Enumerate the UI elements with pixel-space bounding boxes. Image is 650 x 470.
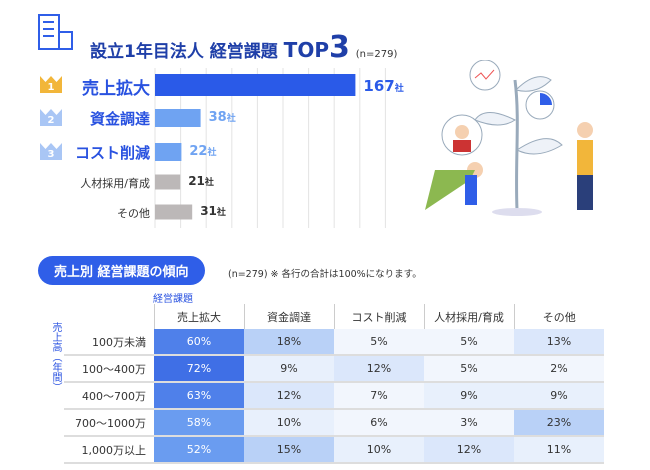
column-header: 売上拡大 [153, 304, 244, 329]
bar-label: その他 [117, 206, 150, 220]
heat-cell: 9% [424, 382, 514, 410]
table-row: 100万未満 60% 18% 5% 5% 13% [64, 329, 604, 356]
bar-value: 38社 [208, 110, 236, 125]
heat-cell: 63% [154, 382, 244, 410]
heat-cell: 5% [334, 329, 424, 356]
row-header: 400〜700万 [64, 382, 154, 410]
heat-cell: 5% [424, 329, 514, 356]
row-header: 100万未満 [64, 329, 154, 356]
note: (n=279) ※ 各行の合計は100%になります。 [228, 269, 422, 280]
heat-cell: 9% [244, 355, 334, 383]
table-row: 400〜700万 63% 12% 7% 9% 9% [64, 382, 604, 410]
bar-value: 31社 [200, 204, 226, 218]
heat-cell: 6% [334, 409, 424, 437]
heat-cell: 10% [244, 409, 334, 437]
table-row: 700〜1000万 58% 10% 6% 3% 23% [64, 409, 604, 437]
heat-cell: 72% [154, 355, 244, 383]
bar [155, 109, 201, 127]
heat-cell: 23% [514, 409, 604, 437]
row-header: 1,000万以上 [64, 436, 154, 464]
bar-value: 22社 [189, 144, 217, 159]
bar-value: 167社 [363, 77, 404, 95]
bar [155, 143, 182, 161]
heatmap-table: 売上拡大 資金調達 コスト削減 人材採用/育成 その他 100万未満 60% 18% 5% 5% 1… [64, 304, 604, 464]
column-header: コスト削減 [333, 304, 424, 329]
bar-label: 人材採用/育成 [80, 176, 150, 190]
table-row: 1,000万以上 52% 15% 10% 12% 11% [64, 436, 604, 464]
column-header: 人材採用/育成 [423, 304, 514, 329]
column-header: その他 [513, 304, 604, 329]
heat-cell: 10% [334, 436, 424, 464]
bar-label: 売上拡大 [82, 78, 150, 99]
heat-cell: 15% [244, 436, 334, 464]
heat-cell: 12% [334, 355, 424, 383]
bar-label: 資金調達 [89, 110, 150, 129]
bar [155, 204, 193, 220]
heat-cell: 9% [514, 382, 604, 410]
row-header: 700〜1000万 [64, 409, 154, 437]
heat-cell: 13% [514, 329, 604, 356]
heat-cell: 7% [334, 382, 424, 410]
heat-cell: 2% [514, 355, 604, 383]
heat-cell: 12% [244, 382, 334, 410]
bar [155, 74, 356, 96]
corner [64, 304, 154, 329]
bar-value: 21社 [188, 174, 214, 188]
heat-cell: 52% [154, 436, 244, 464]
x-axis-label: 経営課題 [153, 294, 193, 305]
growth-illustration [425, 60, 593, 216]
heat-cell: 11% [514, 436, 604, 464]
table-row: 100〜400万 72% 9% 12% 5% 2% [64, 355, 604, 383]
heat-cell: 60% [154, 329, 244, 356]
row-header: 100〜400万 [64, 355, 154, 383]
bar [155, 174, 181, 190]
bar-label: コスト削減 [74, 144, 150, 163]
bar-chart [154, 68, 386, 228]
heat-cell: 12% [424, 436, 514, 464]
heat-cell: 18% [244, 329, 334, 356]
y-axis-label: 売上高（年間） [50, 322, 61, 392]
heat-cell: 58% [154, 409, 244, 437]
chart-title: 設立1年目法人 経営課題 TOP3 (n=279) [90, 30, 398, 65]
column-header: 資金調達 [243, 304, 334, 329]
building-icon [38, 14, 73, 50]
section-pill: 売上別 経営課題の傾向 [38, 256, 205, 285]
heat-cell: 5% [424, 355, 514, 383]
heat-cell: 3% [424, 409, 514, 437]
